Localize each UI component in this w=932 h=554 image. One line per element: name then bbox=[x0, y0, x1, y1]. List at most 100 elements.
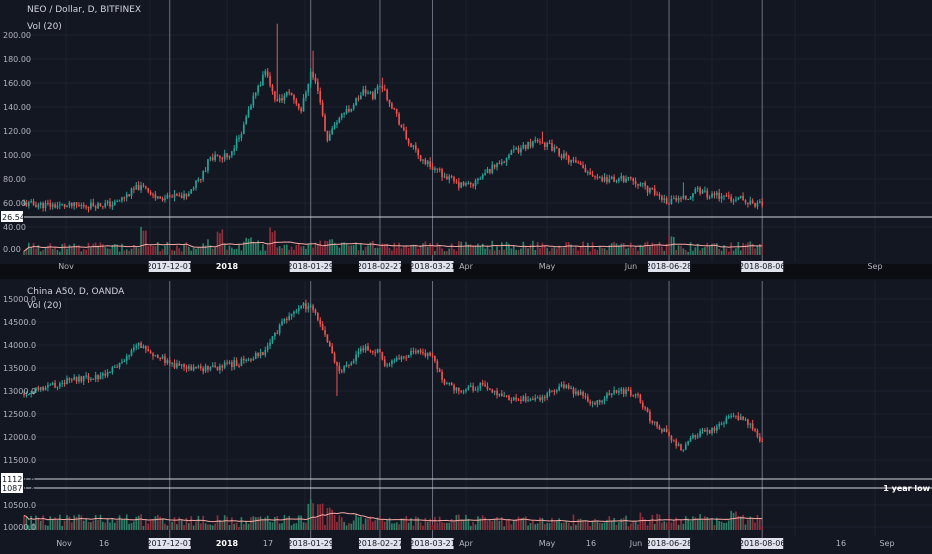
volume-bar bbox=[625, 515, 627, 530]
volume-bar bbox=[462, 247, 465, 255]
volume-bar bbox=[570, 526, 572, 530]
candle-body bbox=[474, 180, 477, 187]
candle-body bbox=[551, 390, 553, 392]
candle-body bbox=[350, 108, 353, 112]
volume-bar bbox=[582, 241, 584, 255]
volume-bar bbox=[500, 517, 503, 530]
volume-bar bbox=[171, 521, 173, 530]
candle-body bbox=[395, 358, 398, 361]
candle-body bbox=[240, 134, 243, 138]
candle-body bbox=[558, 386, 560, 391]
candle-body bbox=[637, 394, 639, 396]
china-a50-pane[interactable] bbox=[23, 299, 932, 530]
volume-bar bbox=[634, 520, 637, 530]
volume-bar bbox=[328, 239, 331, 255]
volume-bar bbox=[312, 503, 314, 530]
volume-bar bbox=[82, 249, 85, 255]
price-tick-label: 80.00 bbox=[3, 175, 26, 184]
volume-bar bbox=[720, 521, 723, 530]
volume-bar bbox=[68, 516, 71, 530]
volume-bar bbox=[145, 230, 147, 255]
candle-body bbox=[422, 352, 424, 354]
volume-bar bbox=[369, 242, 372, 255]
candle-body bbox=[596, 176, 599, 178]
volume-bar bbox=[684, 249, 687, 255]
candle-body bbox=[422, 159, 424, 161]
volume-bar bbox=[56, 249, 59, 255]
candle-body bbox=[393, 108, 396, 110]
candle-body bbox=[668, 431, 670, 436]
volume-bar bbox=[493, 519, 496, 530]
volume-bar bbox=[536, 242, 539, 255]
volume-bar bbox=[142, 525, 145, 530]
volume-bar bbox=[85, 249, 87, 255]
candle-body bbox=[675, 198, 678, 201]
candle-body bbox=[340, 114, 343, 118]
candle-body bbox=[137, 185, 140, 190]
volume-bar bbox=[216, 231, 219, 255]
volume-bar bbox=[348, 245, 350, 255]
candle-body bbox=[99, 375, 102, 380]
date-marker-label-box bbox=[358, 538, 401, 549]
candle-body bbox=[739, 416, 742, 420]
candle-body bbox=[371, 351, 374, 353]
volume-bar bbox=[102, 521, 104, 530]
volume-bar bbox=[128, 250, 130, 255]
volume-bar bbox=[293, 523, 295, 530]
volume-bar bbox=[300, 246, 302, 255]
pane-separator[interactable] bbox=[0, 264, 932, 279]
candle-body bbox=[441, 371, 443, 380]
volume-bar bbox=[529, 522, 532, 530]
volume-bar bbox=[364, 518, 367, 530]
volume-bar bbox=[152, 519, 154, 530]
candle-body bbox=[527, 142, 529, 149]
volume-bar bbox=[742, 242, 744, 255]
candle-body bbox=[252, 358, 255, 361]
volume-bar bbox=[651, 242, 654, 255]
candle-body bbox=[171, 362, 173, 364]
neo-pane[interactable] bbox=[23, 23, 932, 255]
volume-bar bbox=[751, 518, 754, 530]
volume-bar bbox=[66, 248, 68, 255]
volume-bar bbox=[467, 244, 470, 255]
candle-body bbox=[739, 195, 742, 198]
candle-body bbox=[596, 400, 599, 405]
volume-bar bbox=[109, 522, 111, 530]
candle-body bbox=[541, 142, 544, 144]
volume-bar bbox=[278, 246, 281, 255]
volume-bar bbox=[601, 523, 603, 530]
candle-body bbox=[403, 127, 405, 131]
candle-body bbox=[417, 350, 420, 353]
volume-bar bbox=[274, 516, 276, 530]
a50-last-price-label-box bbox=[1, 473, 23, 484]
candle-body bbox=[288, 91, 291, 93]
volume-bar bbox=[340, 242, 343, 255]
volume-bar bbox=[278, 523, 281, 530]
volume-bar bbox=[357, 250, 360, 255]
volume-bar bbox=[649, 519, 651, 530]
candle-body bbox=[393, 360, 396, 362]
candle-body bbox=[202, 171, 205, 180]
price-tick-label: 15000.0 bbox=[3, 295, 36, 304]
volume-bar bbox=[161, 249, 164, 255]
volume-bar bbox=[56, 520, 59, 530]
volume-bar bbox=[211, 525, 214, 530]
volume-bar bbox=[474, 245, 477, 255]
volume-bar bbox=[297, 243, 300, 255]
volume-bar bbox=[422, 525, 424, 530]
volume-bar bbox=[715, 243, 718, 255]
volume-bar bbox=[324, 240, 326, 255]
volume-bar bbox=[42, 515, 44, 530]
pane-separator-bar[interactable] bbox=[0, 264, 932, 279]
volume-bar bbox=[450, 518, 453, 530]
candle-body bbox=[532, 399, 534, 401]
candle-body bbox=[92, 202, 95, 207]
candle-body bbox=[735, 199, 737, 201]
a50-year-low-value: 10877.8 bbox=[2, 484, 35, 493]
volume-bar bbox=[266, 515, 269, 530]
candle-body bbox=[293, 311, 295, 314]
candle-body bbox=[484, 384, 486, 387]
volume-bar bbox=[116, 244, 119, 255]
x-tick-label: May bbox=[539, 262, 556, 271]
